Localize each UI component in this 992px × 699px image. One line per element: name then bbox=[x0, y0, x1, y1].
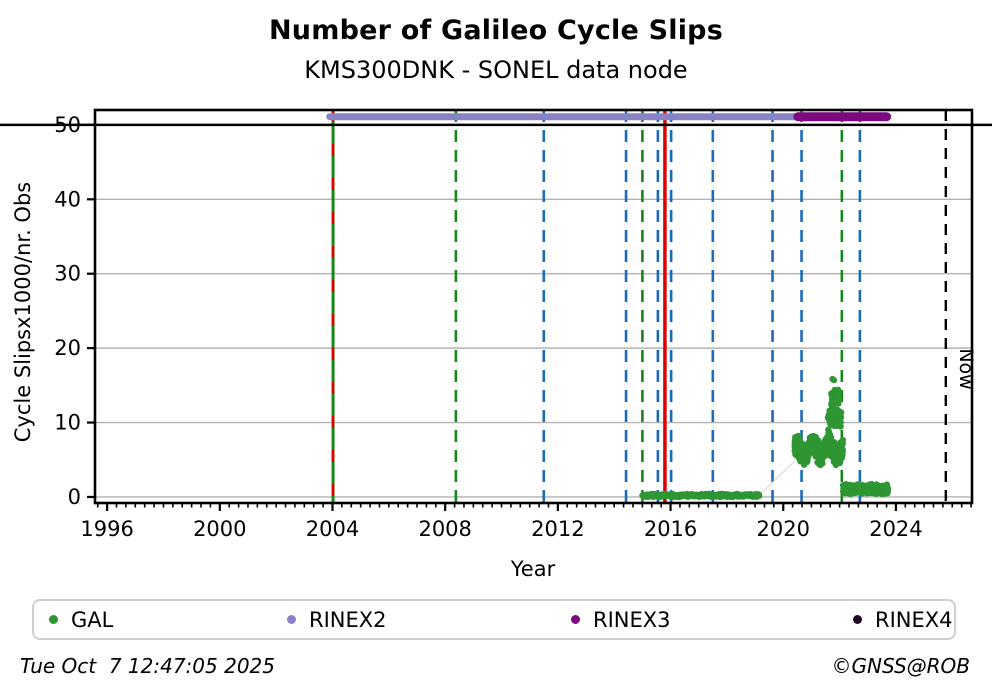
x-tick-label: 2008 bbox=[418, 517, 471, 541]
y-axis-label: Cycle Slipsx1000/nr. Obs bbox=[11, 182, 35, 442]
x-tick-label: 2016 bbox=[644, 517, 697, 541]
scatter-point bbox=[838, 414, 845, 421]
y-tick-label: 50 bbox=[54, 113, 81, 137]
rinex2-marker-icon bbox=[287, 615, 296, 624]
connector-line bbox=[759, 460, 796, 496]
legend-label: RINEX3 bbox=[593, 607, 671, 632]
y-tick-label: 0 bbox=[68, 485, 81, 509]
scatter-point bbox=[756, 492, 763, 499]
legend: GAL RINEX2 RINEX3 RINEX4 bbox=[32, 599, 956, 640]
y-tick-label: 40 bbox=[54, 187, 81, 211]
scatter-point bbox=[819, 460, 826, 467]
copyright: ©GNSS@ROB bbox=[831, 654, 971, 678]
x-tick-label: 2024 bbox=[869, 517, 922, 541]
legend-item-gal: GAL bbox=[49, 601, 113, 638]
legend-item-rinex3: RINEX3 bbox=[571, 601, 671, 638]
chart-canvas: Now 1996 2000 2004 2008 2012 2016 2020 2024 0 10 2… bbox=[0, 108, 992, 581]
gal-marker-icon bbox=[49, 615, 58, 624]
plot-timestamp: Tue Oct 7 12:47:05 2025 bbox=[20, 654, 275, 678]
plot-border bbox=[93, 108, 974, 505]
now-label: Now bbox=[955, 348, 977, 389]
legend-item-rinex2: RINEX2 bbox=[287, 601, 387, 638]
axes-frame bbox=[93, 108, 974, 505]
scatter-point bbox=[835, 396, 842, 403]
connector-lines bbox=[759, 460, 796, 496]
x-tick-label: 1996 bbox=[80, 517, 133, 541]
x-tick-label: 2020 bbox=[757, 517, 810, 541]
chart-title: Number of Galileo Cycle Slips bbox=[269, 15, 723, 46]
y-tick-label: 20 bbox=[54, 336, 81, 360]
scatter-point bbox=[835, 388, 843, 395]
legend-label: GAL bbox=[71, 607, 114, 632]
scatter-point bbox=[838, 409, 845, 416]
x-tick-label: 2012 bbox=[531, 517, 584, 541]
axis-ticks: 1996 2000 2004 2008 2012 2016 2020 2024 0 10 20 30 4… bbox=[54, 113, 972, 541]
legend-label: RINEX4 bbox=[875, 607, 953, 632]
gal-scatter-points bbox=[639, 375, 892, 501]
scatter-point bbox=[837, 419, 844, 426]
event-lines bbox=[331, 110, 862, 503]
rinex3-marker-icon bbox=[571, 615, 580, 624]
y-tick-label: 10 bbox=[54, 411, 81, 435]
gridlines bbox=[95, 198, 972, 498]
scatter-point bbox=[825, 426, 832, 433]
scatter-point bbox=[837, 423, 844, 430]
x-tick-label: 2000 bbox=[193, 517, 246, 541]
x-tick-label: 2004 bbox=[306, 517, 359, 541]
legend-item-rinex4: RINEX4 bbox=[853, 601, 953, 638]
scatter-point bbox=[884, 485, 892, 492]
scatter-point bbox=[839, 448, 846, 455]
x-axis-label: Year bbox=[510, 557, 556, 581]
rinex4-marker-icon bbox=[853, 615, 862, 624]
scatter-point bbox=[839, 440, 847, 447]
chart-subtitle: KMS300DNK - SONEL data node bbox=[304, 56, 688, 84]
y-tick-label: 30 bbox=[54, 262, 81, 286]
scatter-point bbox=[830, 377, 838, 384]
legend-label: RINEX2 bbox=[309, 607, 387, 632]
